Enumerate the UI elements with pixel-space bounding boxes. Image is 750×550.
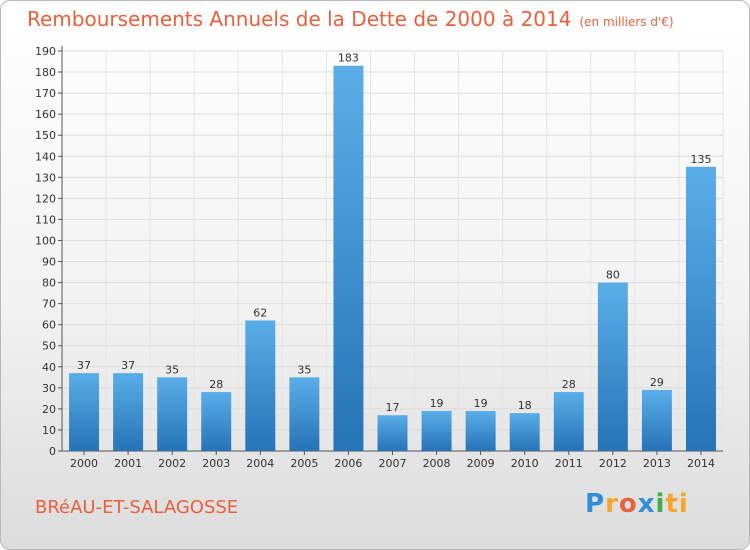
bar [421,411,452,451]
chart-unit: (en milliers d'€) [579,15,674,29]
y-tick-label: 0 [49,445,56,458]
y-tick-label: 160 [35,108,56,121]
bar-value-label: 17 [386,401,400,414]
x-tick-label: 2003 [202,457,230,470]
commune-name: BRéAU-ET-SALAGOSSE [35,497,239,518]
y-tick-label: 140 [35,150,56,163]
axes: 0 10 20 30 40 50 60 70 80 90 100 110 120 130 140 150 160… [35,45,723,470]
y-tick-label: 10 [42,424,56,437]
y-tick-label: 70 [42,298,56,311]
bar [597,282,628,451]
logo-letter: r [605,489,619,519]
bar [245,320,276,451]
y-tick-label: 60 [42,319,56,332]
x-tick-label: 2014 [687,457,715,470]
bar [377,415,408,451]
bar [685,166,716,451]
chart-title: Remboursements Annuels de la Dette de 20… [27,7,674,31]
x-tick-label: 2002 [158,457,186,470]
bar [201,392,232,451]
logo-letter: o [618,489,638,519]
bar [333,65,364,451]
x-tick-label: 2013 [643,457,671,470]
bar-value-label: 29 [650,376,664,389]
bar [69,373,100,451]
y-tick-label: 90 [42,256,56,269]
proxiti-logo: Proxiti [585,489,689,519]
y-tick-label: 80 [42,277,56,290]
chart-title-text: Remboursements Annuels de la Dette de 20… [27,7,572,31]
bar-value-label: 135 [690,153,711,166]
bar-value-label: 37 [77,359,91,372]
x-tick-label: 2012 [599,457,627,470]
logo-letter: P [585,489,606,519]
x-tick-label: 2008 [423,457,451,470]
y-tick-label: 20 [42,403,56,416]
bar [113,373,144,451]
bar-value-label: 62 [253,306,267,319]
y-tick-label: 50 [42,340,56,353]
bar-value-label: 18 [518,399,532,412]
y-tick-label: 100 [35,234,56,247]
bar-value-label: 19 [430,397,444,410]
bar [509,413,540,451]
logo-letter: ti [665,489,689,519]
logo-letter: x [637,489,656,519]
data-labels: 37 37 35 28 62 35 183 17 19 19 18 28 80 29 135 [77,52,711,414]
bar-value-label: 35 [165,363,179,376]
logo-letter: i [655,489,666,519]
x-tick-label: 2011 [555,457,583,470]
y-tick-label: 180 [35,66,56,79]
y-tick-label: 190 [35,45,56,58]
y-tick-label: 170 [35,87,56,100]
y-tick-label: 120 [35,192,56,205]
x-tick-label: 2004 [246,457,274,470]
y-tick-label: 130 [35,171,56,184]
bar-value-label: 19 [474,397,488,410]
bar-value-label: 37 [121,359,135,372]
x-tick-label: 2001 [114,457,142,470]
y-tick-label: 110 [35,213,56,226]
y-tick-label: 30 [42,382,56,395]
bar-value-label: 183 [338,52,359,65]
x-tick-label: 2007 [379,457,407,470]
x-tick-label: 2009 [467,457,495,470]
x-tick-label: 2006 [334,457,362,470]
bar [641,389,672,451]
y-tick-label: 40 [42,361,56,374]
x-tick-label: 2005 [290,457,318,470]
bar-value-label: 28 [209,378,223,391]
bar-value-label: 80 [606,269,620,282]
bar-value-label: 35 [297,363,311,376]
bar [553,392,584,451]
bars [69,65,716,451]
bar [157,377,188,451]
x-tick-label: 2000 [70,457,98,470]
bar-value-label: 28 [562,378,576,391]
y-tick-label: 150 [35,129,56,142]
bar [289,377,320,451]
x-tick-label: 2010 [511,457,539,470]
bar [465,411,496,451]
